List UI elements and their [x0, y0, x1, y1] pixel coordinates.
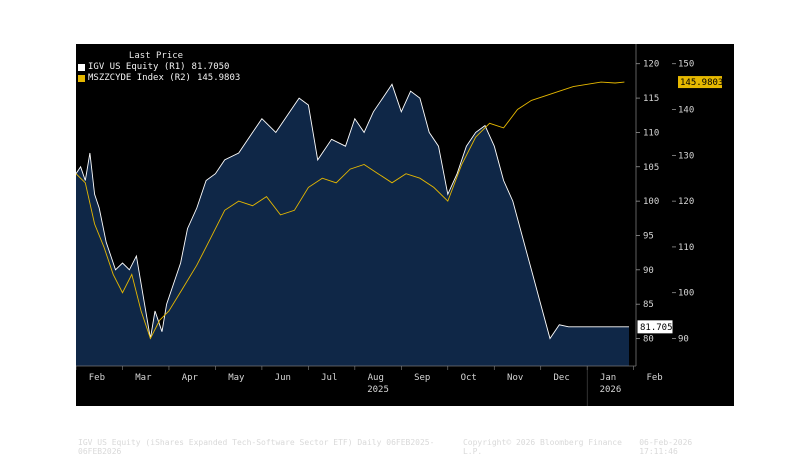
r1-tick-label: 110 — [643, 128, 659, 138]
x-tick-label: Feb — [646, 373, 662, 383]
chart-svg: 80 85 90 95 100 105 110 115 120 90 100 110 120 130 140… — [76, 44, 734, 406]
legend-row-igv: IGV US Equity (R1) 81.7050 — [78, 62, 234, 73]
r1-tick-label: 80 — [643, 335, 654, 345]
footer-timestamp: 06-Feb-2026 17:11:46 — [639, 438, 693, 456]
legend-label-igv: IGV US Equity (R1) — [88, 62, 186, 72]
r2-tick-label: 100 — [678, 289, 694, 299]
last-value-text-igv: 81.7050 — [640, 323, 678, 333]
legend-row-mszzcyde: MSZZCYDE Index (R2) 145.9803 — [78, 73, 240, 84]
x-tick-label: Nov — [507, 373, 523, 383]
x-year-label: 2025 — [367, 385, 389, 395]
r2-tick-label: 120 — [678, 197, 694, 207]
r1-tick-label: 85 — [643, 300, 654, 310]
last-value-tag-igv — [637, 320, 673, 334]
footer-copyright: Copyright© 2026 Bloomberg Finance L.P. — [462, 438, 622, 456]
legend: Last Price IGV US Equity (R1) 81.7050 MS… — [78, 51, 240, 84]
series-line-mszzcyde — [76, 81, 625, 340]
legend-label-mszzcyde: MSZZCYDE Index (R2) — [88, 73, 191, 83]
r2-tick-label: 130 — [678, 151, 694, 161]
x-year-label: 2026 — [600, 385, 622, 395]
r1-tick-label: 115 — [643, 94, 659, 104]
x-tick-label: Jun — [275, 373, 291, 383]
r1-tick-label: 95 — [643, 231, 654, 241]
legend-title: Last Price — [128, 51, 184, 61]
last-value-text-mszzcyde: 145.9803 — [680, 78, 723, 88]
legend-value-igv: 81.7050 — [191, 62, 230, 72]
r1-tick-label: 105 — [643, 163, 659, 173]
legend-swatch-mszzcyde — [78, 75, 85, 82]
r1-tick-label: 100 — [643, 197, 659, 207]
chart-panel: 80 85 90 95 100 105 110 115 120 90 100 110 120 130 140… — [76, 44, 734, 456]
x-tick-label: Aug — [368, 373, 384, 383]
x-tick-label: Mar — [135, 373, 152, 383]
r1-tick-label: 90 — [643, 266, 654, 276]
legend-swatch-igv — [78, 64, 85, 71]
series-line-igv — [76, 83, 629, 340]
axis-layer: 80 85 90 95 100 105 110 115 120 90 100 110 120 130 140… — [76, 44, 723, 406]
x-tick-label: Jan — [600, 373, 616, 383]
footer: IGV US Equity (iShares Expanded Tech-Sof… — [76, 438, 734, 456]
x-tick-label: Dec — [554, 373, 570, 383]
x-tick-label: Sep — [414, 373, 430, 383]
x-tick-label: Oct — [461, 373, 477, 383]
x-tick-label: May — [228, 373, 245, 383]
legend-value-mszzcyde: 145.9803 — [196, 73, 241, 83]
r1-tick-label: 120 — [643, 60, 659, 70]
last-value-tag-mszzcyde — [678, 76, 722, 89]
x-tick-label: Apr — [182, 373, 199, 383]
plot-layer — [76, 81, 629, 367]
x-tick-label: Feb — [89, 373, 105, 383]
x-tick-label: Jul — [321, 373, 337, 383]
igv-area-fill — [76, 84, 629, 367]
r2-tick-label: 110 — [678, 243, 694, 253]
r2-tick-label: 90 — [678, 335, 689, 345]
r2-tick-label: 140 — [678, 106, 694, 116]
r2-tick-label: 150 — [678, 60, 694, 70]
footer-description: IGV US Equity (iShares Expanded Tech-Sof… — [78, 438, 435, 456]
